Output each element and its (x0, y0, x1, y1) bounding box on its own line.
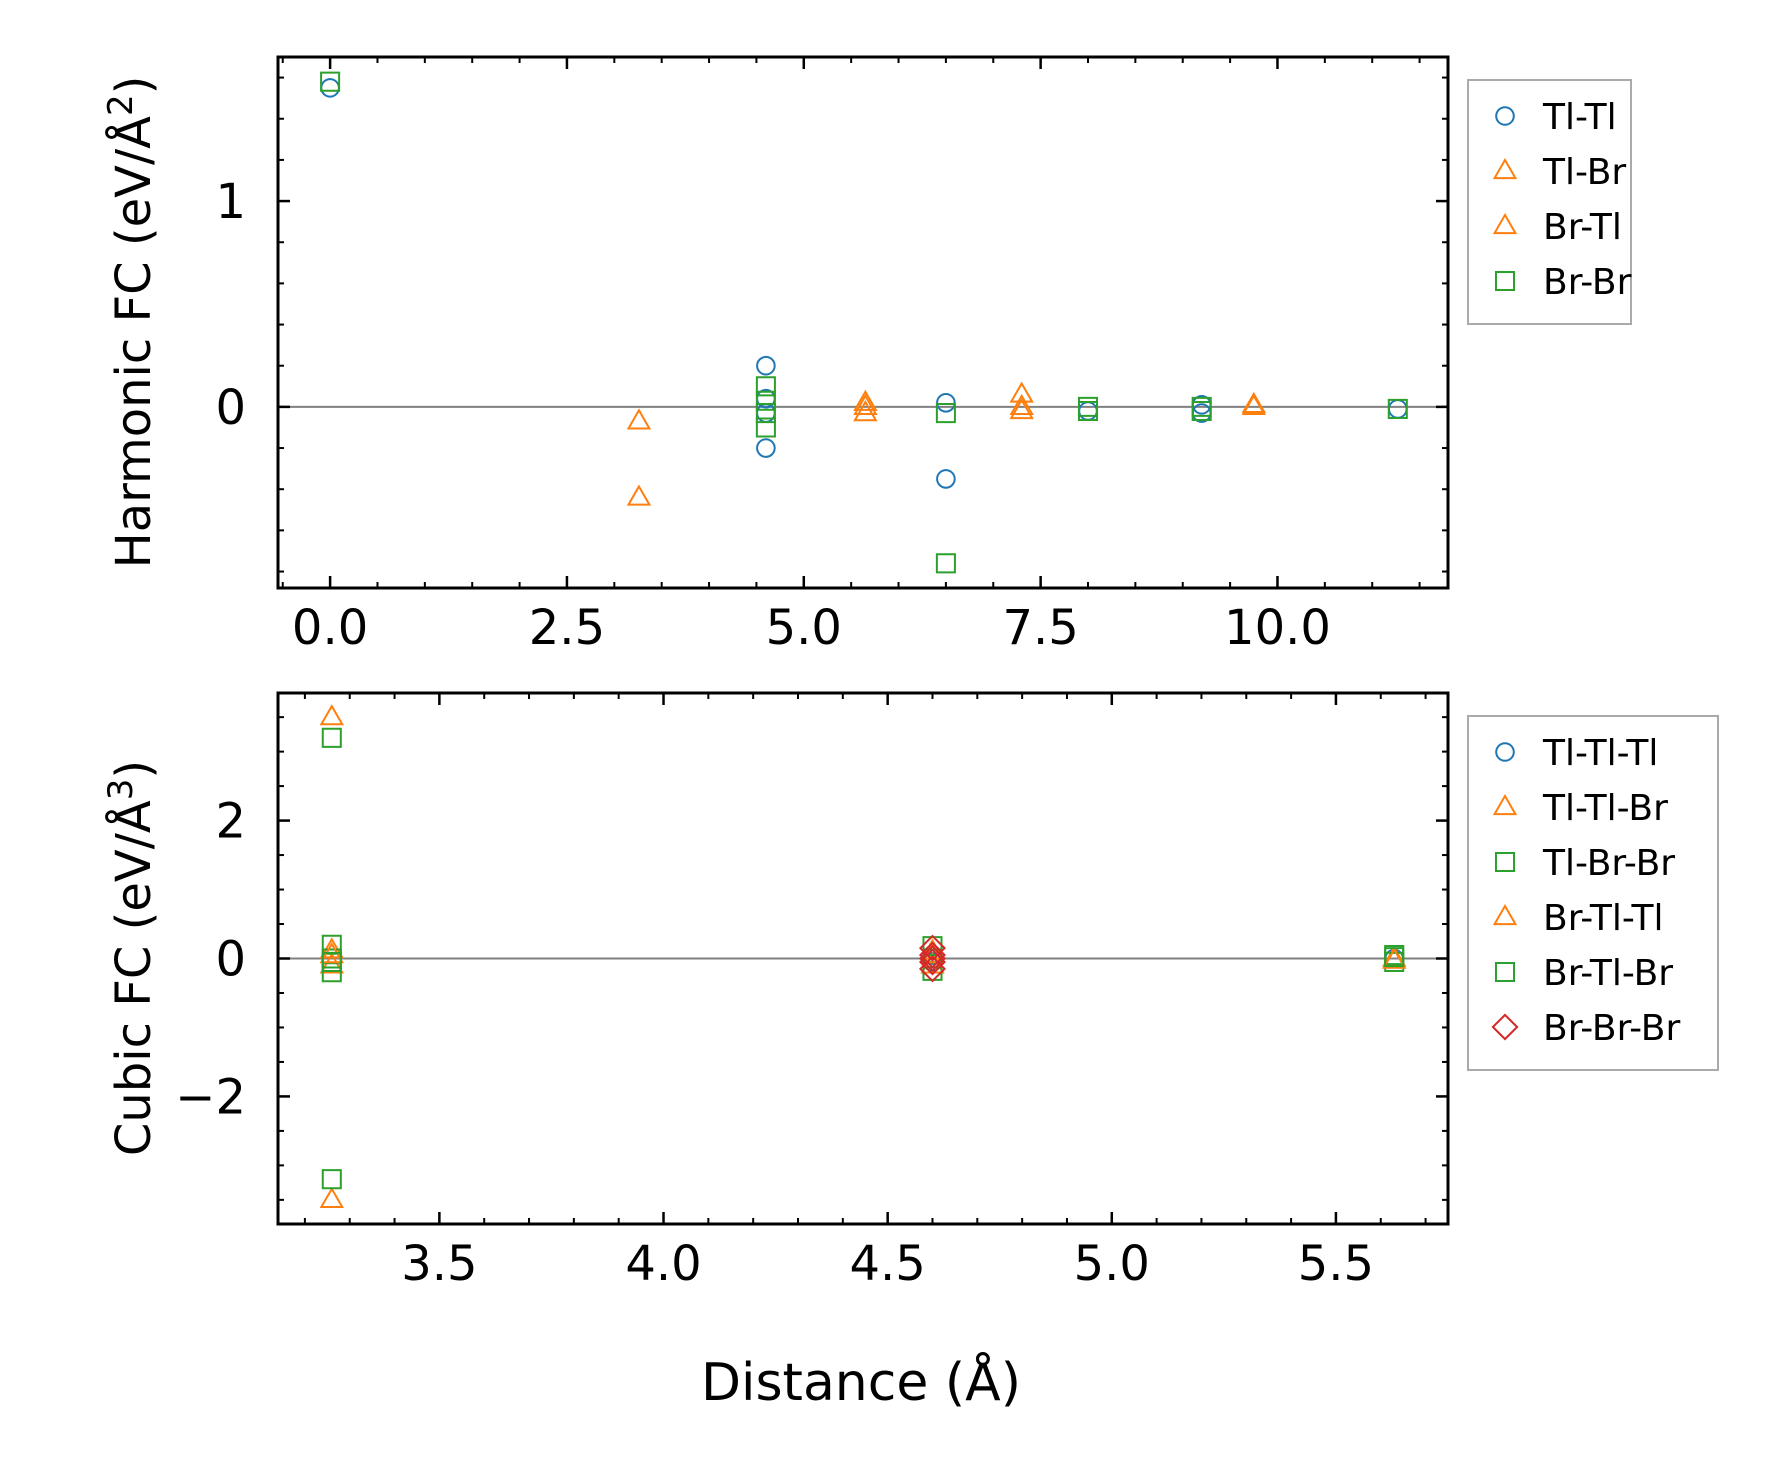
legend-marker (1492, 903, 1518, 926)
data-point (936, 392, 956, 413)
data-point (1009, 397, 1034, 420)
legend-label: Tl-Br-Br (1542, 843, 1675, 884)
series-tl-br (626, 381, 1266, 506)
data-point (319, 937, 344, 959)
legend-marker (1491, 1013, 1519, 1041)
data-point (920, 942, 945, 964)
legend-label: Tl-Tl-Tl (1542, 733, 1658, 774)
legend-label: Tl-Tl (1542, 97, 1617, 138)
data-point (853, 400, 878, 422)
legend-label: Br-Tl-Tl (1543, 898, 1664, 939)
x-tick-label: 3.5 (401, 1236, 477, 1292)
data-point (1241, 391, 1266, 413)
data-point (918, 948, 946, 976)
data-point (1241, 393, 1266, 416)
axes-frame (276, 691, 1450, 1226)
x-tick-label: 5.5 (1298, 1236, 1374, 1292)
data-point (756, 355, 776, 376)
legend-label: Br-Br (1543, 262, 1632, 303)
data-point (1387, 398, 1408, 419)
data-point (918, 944, 946, 973)
data-point (1382, 947, 1407, 969)
x-tick-label: 5.0 (766, 600, 842, 656)
legend-box (1467, 715, 1719, 1071)
x-tick-label: 4.0 (625, 1236, 701, 1292)
data-point (319, 1186, 344, 1209)
data-point (853, 393, 878, 416)
legend-marker (1494, 961, 1516, 983)
series-br-tl (853, 393, 1266, 416)
y-tick-label: −2 (175, 1069, 246, 1125)
legend-marker (1495, 106, 1515, 126)
legend-marker (1492, 793, 1518, 816)
y-tick-label: 1 (215, 174, 246, 230)
data-point (321, 951, 342, 972)
y-tick-label: 0 (215, 380, 246, 436)
x-tick-label: 10.0 (1224, 600, 1331, 656)
x-tick-label: 0.0 (292, 600, 368, 656)
legend-label: Tl-Tl-Br (1542, 788, 1668, 829)
data-point (918, 934, 946, 962)
legend-label: Br-Tl-Br (1543, 953, 1673, 994)
x-tick-label: 5.0 (1074, 1236, 1150, 1292)
series-br-br-br (918, 934, 946, 983)
legend-marker (1492, 157, 1518, 180)
legend-marker (1495, 742, 1515, 762)
data-point (755, 417, 776, 438)
y-axis-label: Harmonic FC (eV/Å2) (101, 76, 162, 569)
data-point (321, 727, 342, 748)
x-tick-label: 7.5 (1002, 600, 1078, 656)
data-point (936, 469, 956, 489)
data-point (853, 389, 878, 411)
data-point (756, 438, 776, 458)
data-point (918, 941, 946, 969)
x-axis-label: Distance (Å) (701, 1351, 1021, 1413)
data-point (1077, 400, 1099, 422)
data-point (935, 553, 956, 574)
data-point (626, 408, 652, 430)
data-point (920, 952, 945, 974)
y-tick-label: 0 (215, 932, 246, 988)
data-point (321, 1169, 342, 1190)
axes-frame (276, 55, 1450, 590)
data-point (319, 704, 344, 726)
data-point (1191, 400, 1212, 422)
x-tick-label: 4.5 (849, 1236, 925, 1292)
data-point (320, 71, 341, 92)
legend-marker (1494, 270, 1516, 292)
data-point (1384, 947, 1405, 968)
legend-marker (1494, 851, 1516, 873)
y-axis-label: Cubic FC (eV/Å3) (101, 760, 162, 1156)
legend-label: Br-Br-Br (1543, 1008, 1681, 1049)
data-point (321, 962, 342, 983)
data-point (626, 484, 652, 506)
x-tick-label: 2.5 (529, 600, 605, 656)
series-br-br (320, 71, 1408, 574)
data-point (1009, 393, 1034, 416)
legend-label: Br-Tl (1543, 207, 1622, 248)
y-tick-label: 2 (215, 794, 246, 850)
data-point (918, 955, 946, 983)
legend-marker (1492, 212, 1518, 235)
cubic-fc-panel: 3.5 4.0 4.5 5.0 5.5 −2 0 2 Cubic FC (eV/Å3) Dista… (101, 691, 1719, 1413)
data-point (935, 403, 956, 424)
legend: Tl-Tl-Tl Tl-Tl-Br Tl-Br-Br Br-Tl-Tl Br-Tl-Br… (1467, 715, 1719, 1071)
legend: Tl-Tl Tl-Br Br-Tl Br-Br (1467, 79, 1632, 325)
legend-label: Tl-Br (1542, 152, 1626, 193)
harmonic-fc-panel: 0.0 2.5 5.0 7.5 10.0 0 1 Harmonic FC (eV/Å2) Tl-… (101, 55, 1632, 656)
